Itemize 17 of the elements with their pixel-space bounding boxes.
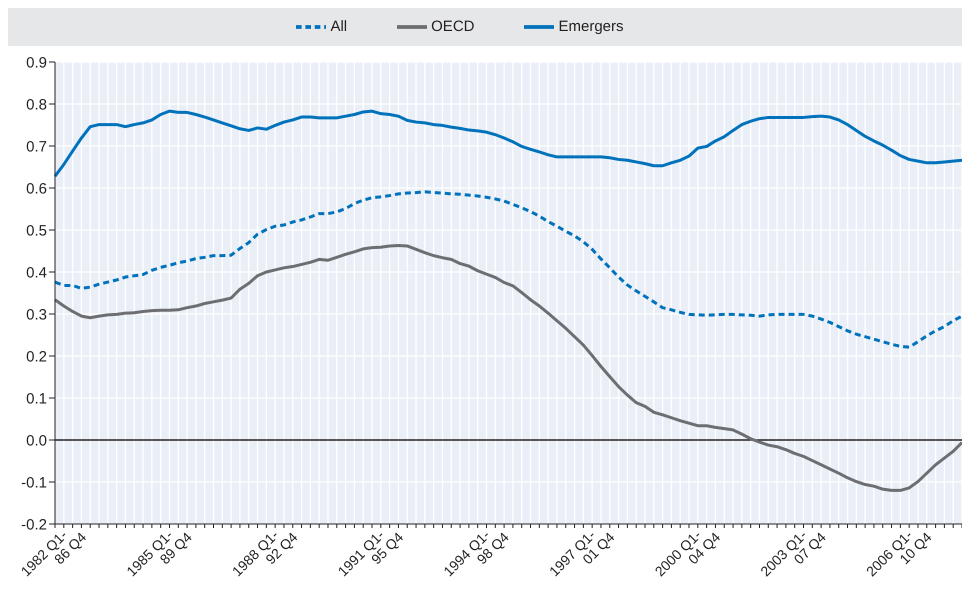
- line-series: [54, 190, 962, 349]
- y-tick-label: -0.1: [21, 474, 47, 492]
- y-tick-label: 0.2: [26, 348, 47, 366]
- y-tick-label: 0.3: [26, 306, 47, 324]
- y-tick-label: 0.7: [26, 138, 47, 156]
- legend-label: All: [330, 18, 348, 35]
- y-tick-label: 0.0: [26, 432, 47, 450]
- line-series: [54, 110, 962, 178]
- legend-label: Emergers: [558, 18, 624, 35]
- y-tick-label: 0.4: [26, 264, 47, 282]
- y-tick-label: -0.2: [21, 516, 47, 534]
- y-tick-label: 0.6: [26, 180, 47, 198]
- y-tick-label: 0.5: [26, 222, 47, 240]
- legend-label: OECD: [431, 18, 474, 35]
- y-tick-label: 0.8: [26, 96, 47, 114]
- y-tick-label: 0.9: [26, 54, 47, 72]
- y-tick-label: 0.1: [26, 390, 47, 408]
